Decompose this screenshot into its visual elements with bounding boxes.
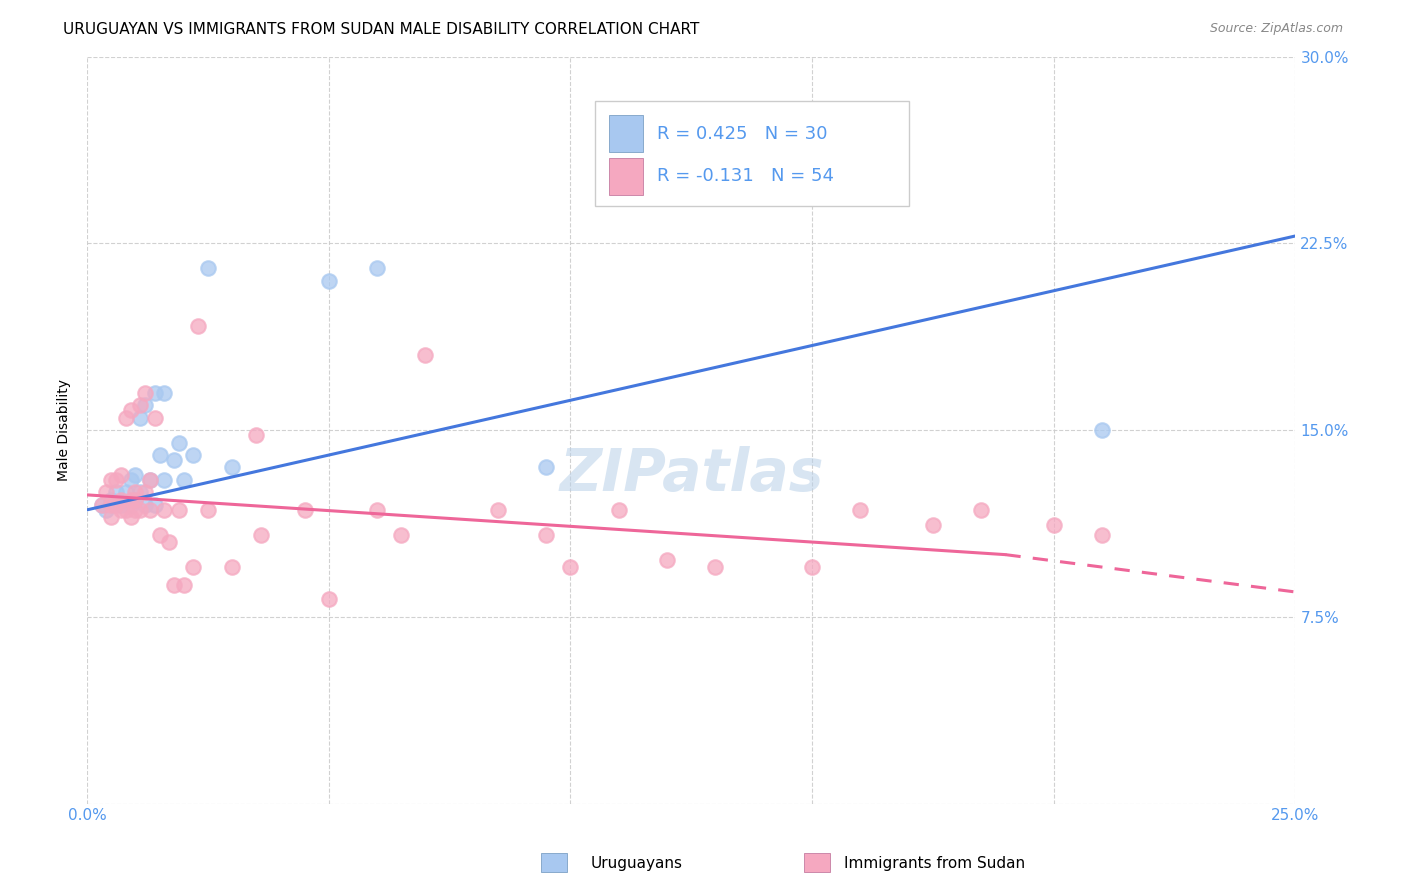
Point [250,527,273,541]
Point [100,510,122,524]
Text: ZIPatlas: ZIPatlas [560,447,824,503]
Point [124,485,146,500]
Point [655,552,678,566]
Point [100,498,122,512]
Point [105,498,128,512]
Point [120,510,142,524]
Point [105,485,128,500]
Point [129,485,152,500]
Point [389,527,412,541]
Point [149,448,172,462]
Point [139,503,162,517]
Point [129,398,152,412]
Point [96,485,118,500]
Point [114,503,136,517]
Point [110,498,132,512]
Point [143,498,166,512]
Point [110,492,132,507]
Point [197,503,219,517]
Point [120,403,142,417]
Point [366,503,388,517]
Point [173,577,195,591]
Point [366,261,388,276]
Point [221,460,243,475]
FancyBboxPatch shape [595,102,908,206]
Point [134,398,156,412]
Point [120,498,142,512]
Point [173,473,195,487]
Point [560,560,582,574]
Point [153,503,176,517]
Point [129,503,152,517]
Point [124,492,146,507]
Point [157,535,180,549]
Point [143,385,166,400]
Point [124,492,146,507]
Point [849,503,872,517]
Point [197,261,219,276]
Point [922,517,945,532]
Text: URUGUAYAN VS IMMIGRANTS FROM SUDAN MALE DISABILITY CORRELATION CHART: URUGUAYAN VS IMMIGRANTS FROM SUDAN MALE … [63,22,700,37]
Point [124,467,146,482]
Point [134,498,156,512]
Point [143,410,166,425]
Point [536,527,558,541]
Point [1091,527,1114,541]
Point [120,492,142,507]
Point [153,473,176,487]
Point [704,560,727,574]
Point [1043,517,1066,532]
Point [100,473,122,487]
Text: Immigrants from Sudan: Immigrants from Sudan [844,856,1025,871]
Point [415,348,437,362]
Point [100,492,122,507]
Point [970,503,993,517]
FancyBboxPatch shape [609,115,643,153]
Point [90,498,112,512]
Point [1091,423,1114,437]
Point [183,448,205,462]
Point [187,318,209,333]
Point [183,560,205,574]
Point [486,503,509,517]
Text: Source: ZipAtlas.com: Source: ZipAtlas.com [1209,22,1343,36]
Point [110,503,132,517]
Point [163,453,186,467]
Point [120,473,142,487]
Point [167,435,190,450]
Text: R = 0.425   N = 30: R = 0.425 N = 30 [658,125,828,143]
Point [139,473,162,487]
Point [536,460,558,475]
Point [607,503,630,517]
Point [318,274,340,288]
Text: R = -0.131   N = 54: R = -0.131 N = 54 [658,167,835,186]
Point [110,467,132,482]
Y-axis label: Male Disability: Male Disability [58,379,72,481]
Point [124,503,146,517]
Point [801,560,824,574]
Point [167,503,190,517]
Point [163,577,186,591]
Point [134,485,156,500]
Point [105,473,128,487]
FancyBboxPatch shape [609,158,643,194]
Point [318,592,340,607]
Point [129,410,152,425]
Point [294,503,316,517]
Point [139,473,162,487]
Point [153,385,176,400]
Point [134,385,156,400]
Point [90,498,112,512]
Point [149,527,172,541]
Point [114,410,136,425]
Text: Uruguayans: Uruguayans [591,856,682,871]
Point [245,428,267,442]
Point [114,485,136,500]
Point [96,503,118,517]
Point [221,560,243,574]
